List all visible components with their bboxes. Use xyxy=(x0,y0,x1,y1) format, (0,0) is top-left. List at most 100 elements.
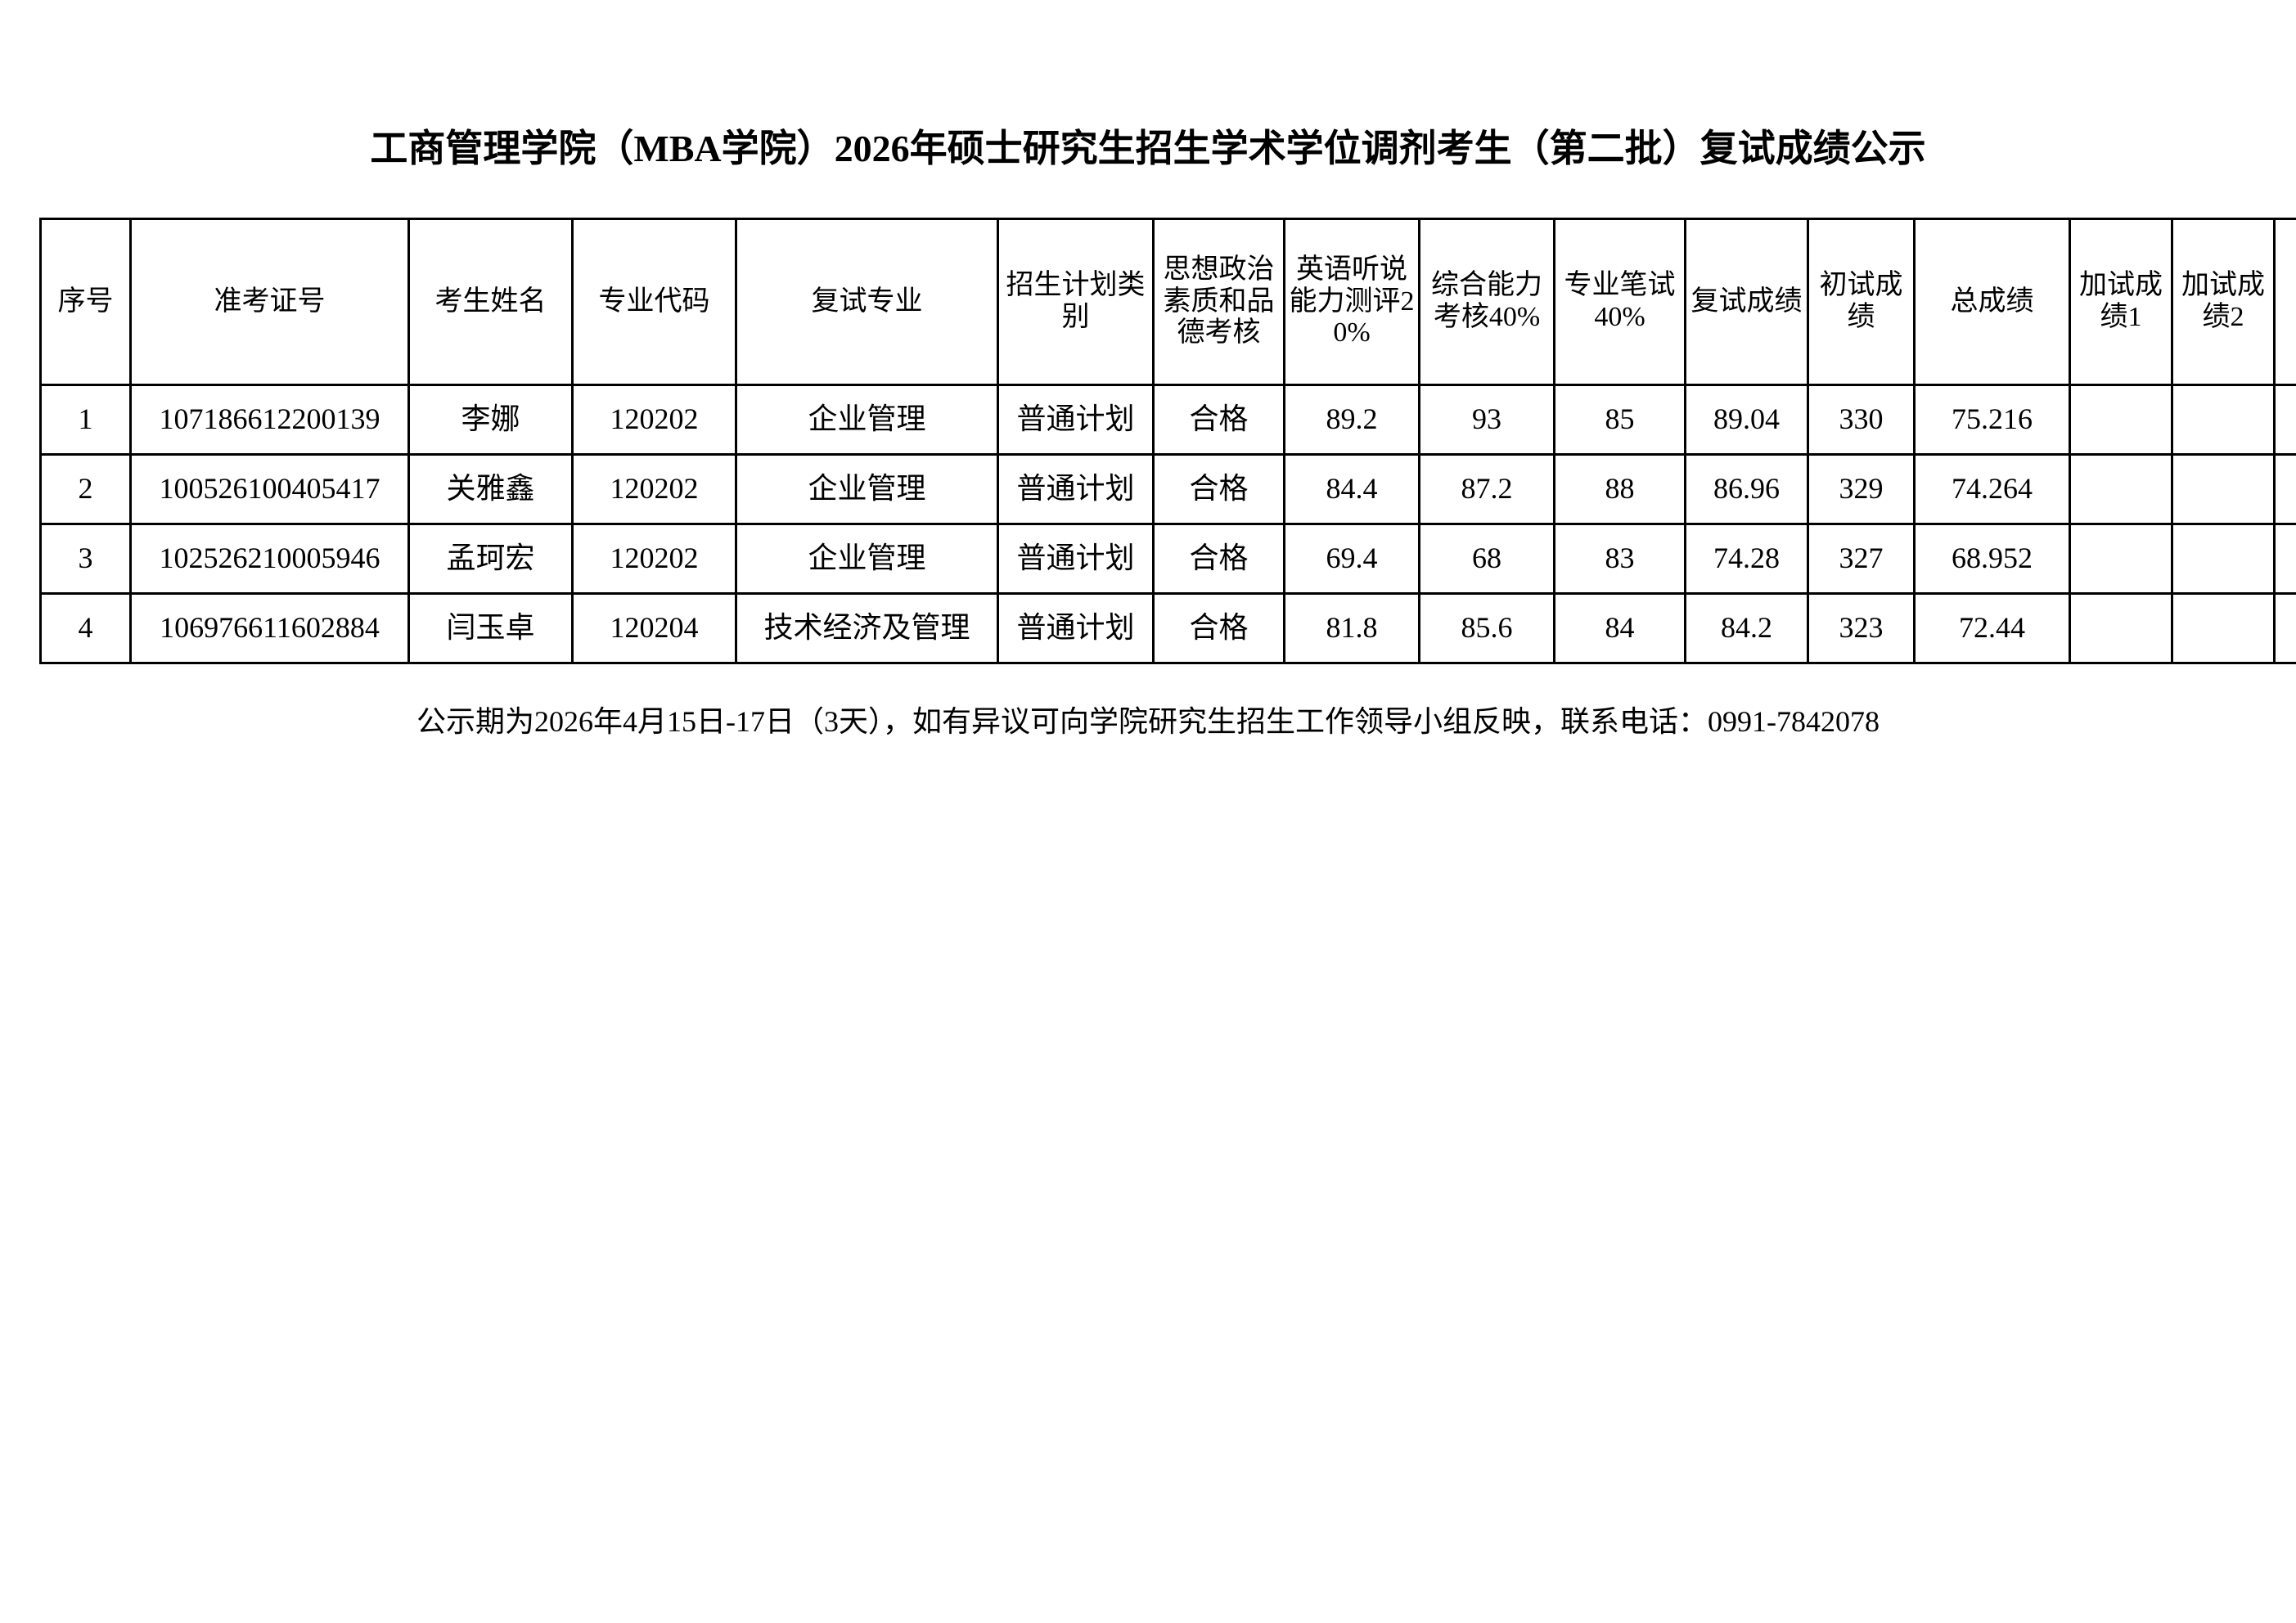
column-header-retest-score: 复试成绩 xyxy=(1684,218,1809,386)
cell-written-value: 83 xyxy=(1605,542,1635,575)
cell-english-value: 69.4 xyxy=(1326,542,1378,575)
cell-ticket-value: 100526100405417 xyxy=(159,472,380,506)
cell-english: 69.4 xyxy=(1283,523,1420,595)
cell-plan-value: 普通计划 xyxy=(1016,542,1135,575)
cell-first-score-value: 330 xyxy=(1839,402,1884,436)
column-header-total-score: 总成绩 xyxy=(1913,218,2071,386)
cell-written: 85 xyxy=(1553,384,1686,456)
cell-ticket: 106976611602884 xyxy=(129,592,410,664)
column-header-first-score: 初试成绩 xyxy=(1807,218,1916,386)
table-row: 1 107186612200139 李娜 120202 企业管理 普通计划 合格… xyxy=(39,384,2296,456)
cell-major-code: 120204 xyxy=(571,592,737,664)
cell-ticket: 102526210005946 xyxy=(129,523,410,595)
column-header-seq: 序号 xyxy=(39,218,132,386)
cell-written-value: 88 xyxy=(1605,472,1635,506)
cell-moral-value: 合格 xyxy=(1189,542,1249,575)
cell-major-code: 120202 xyxy=(571,384,737,456)
column-header-seq-label: 序号 xyxy=(57,285,114,317)
cell-total-score-value: 74.264 xyxy=(1952,472,2033,506)
cell-first-score-value: 323 xyxy=(1839,611,1884,645)
column-header-remark: 备注 xyxy=(2273,218,2296,386)
cell-name: 关雅鑫 xyxy=(407,453,574,525)
table-row: 3 102526210005946 孟珂宏 120202 企业管理 普通计划 合… xyxy=(39,523,2296,595)
cell-extra2 xyxy=(2171,384,2276,456)
cell-written: 83 xyxy=(1553,523,1686,595)
cell-moral: 合格 xyxy=(1152,453,1285,525)
cell-comprehensive: 85.6 xyxy=(1418,592,1555,664)
cell-ticket: 100526100405417 xyxy=(129,453,410,525)
cell-comprehensive-value: 68 xyxy=(1472,542,1501,575)
cell-plan-value: 普通计划 xyxy=(1016,472,1135,506)
cell-total-score-value: 75.216 xyxy=(1952,402,2033,436)
column-header-extra1: 加试成绩1 xyxy=(2069,218,2173,386)
table-body: 1 107186612200139 李娜 120202 企业管理 普通计划 合格… xyxy=(39,384,2296,664)
cell-written-value: 84 xyxy=(1605,611,1635,645)
cell-english: 89.2 xyxy=(1283,384,1420,456)
cell-first-score: 330 xyxy=(1807,384,1916,456)
column-header-plan-label: 招生计划类别 xyxy=(1006,270,1146,332)
cell-moral-value: 合格 xyxy=(1189,472,1249,506)
column-header-retest-score-label: 复试成绩 xyxy=(1690,285,1803,317)
cell-remark xyxy=(2273,384,2296,456)
cell-first-score-value: 327 xyxy=(1839,542,1884,575)
column-header-comprehensive-label: 综合能力考核40% xyxy=(1431,270,1542,332)
header-row: 序号 准考证号 考生姓名 专业代码 复试专业 招生计划类别 思想政治素质和品德考… xyxy=(39,218,2296,386)
cell-retest-score: 86.96 xyxy=(1684,453,1809,525)
cell-first-score: 323 xyxy=(1807,592,1916,664)
cell-seq-value: 4 xyxy=(78,611,93,645)
column-header-major: 复试专业 xyxy=(735,218,999,386)
cell-moral: 合格 xyxy=(1152,592,1285,664)
cell-major-value: 企业管理 xyxy=(808,542,926,575)
cell-seq: 1 xyxy=(39,384,132,456)
cell-english: 81.8 xyxy=(1283,592,1420,664)
cell-plan: 普通计划 xyxy=(997,592,1155,664)
cell-extra2 xyxy=(2171,453,2276,525)
column-header-ticket: 准考证号 xyxy=(129,218,410,386)
cell-first-score: 329 xyxy=(1807,453,1916,525)
cell-major-code-value: 120204 xyxy=(610,611,699,645)
cell-seq-value: 1 xyxy=(78,402,93,436)
cell-moral-value: 合格 xyxy=(1189,611,1249,645)
cell-name: 闫玉卓 xyxy=(407,592,574,664)
cell-name-value: 关雅鑫 xyxy=(446,472,535,506)
cell-total-score: 74.264 xyxy=(1913,453,2071,525)
cell-seq-value: 2 xyxy=(78,472,93,506)
cell-comprehensive: 93 xyxy=(1418,384,1555,456)
cell-seq: 2 xyxy=(39,453,132,525)
cell-total-score: 75.216 xyxy=(1913,384,2071,456)
cell-written: 84 xyxy=(1553,592,1686,664)
column-header-moral: 思想政治素质和品德考核 xyxy=(1152,218,1285,386)
cell-ticket-value: 102526210005946 xyxy=(159,542,380,575)
column-header-written-label: 专业笔试40% xyxy=(1564,270,1676,332)
cell-major-code-value: 120202 xyxy=(610,542,699,575)
cell-major-code-value: 120202 xyxy=(610,402,699,436)
cell-plan: 普通计划 xyxy=(997,453,1155,525)
page-title: 工商管理学院（MBA学院）2026年硕士研究生招生学术学位调剂考生（第二批）复试… xyxy=(370,128,1926,169)
cell-name-value: 孟珂宏 xyxy=(446,542,535,575)
publicity-note: 公示期为2026年4月15日-17日（3天），如有异议可向学院研究生招生工作领导… xyxy=(416,705,1880,738)
cell-major: 企业管理 xyxy=(735,453,999,525)
cell-ticket-value: 106976611602884 xyxy=(160,611,380,645)
cell-retest-score-value: 84.2 xyxy=(1721,611,1772,645)
column-header-first-score-label: 初试成绩 xyxy=(1819,270,1903,332)
cell-retest-score: 74.28 xyxy=(1684,523,1809,595)
column-header-major-code-label: 专业代码 xyxy=(598,285,710,317)
cell-seq: 4 xyxy=(39,592,132,664)
cell-ticket: 107186612200139 xyxy=(129,384,410,456)
cell-comprehensive: 68 xyxy=(1418,523,1555,595)
cell-major-value: 企业管理 xyxy=(808,472,926,506)
cell-extra2 xyxy=(2171,523,2276,595)
cell-english-value: 81.8 xyxy=(1326,611,1378,645)
cell-extra1 xyxy=(2069,523,2173,595)
column-header-moral-label: 思想政治素质和品德考核 xyxy=(1163,254,1275,348)
cell-retest-score-value: 89.04 xyxy=(1713,402,1780,436)
column-header-extra1-label: 加试成绩1 xyxy=(2079,270,2163,332)
cell-name-value: 李娜 xyxy=(461,402,520,436)
cell-retest-score-value: 86.96 xyxy=(1713,472,1780,506)
grades-table-container: 序号 准考证号 考生姓名 专业代码 复试专业 招生计划类别 思想政治素质和品德考… xyxy=(39,218,2296,664)
cell-major: 技术经济及管理 xyxy=(735,592,999,664)
column-header-ticket-label: 准考证号 xyxy=(214,285,326,317)
cell-major-code: 120202 xyxy=(571,453,737,525)
column-header-total-score-label: 总成绩 xyxy=(1950,285,2034,317)
cell-major: 企业管理 xyxy=(735,523,999,595)
